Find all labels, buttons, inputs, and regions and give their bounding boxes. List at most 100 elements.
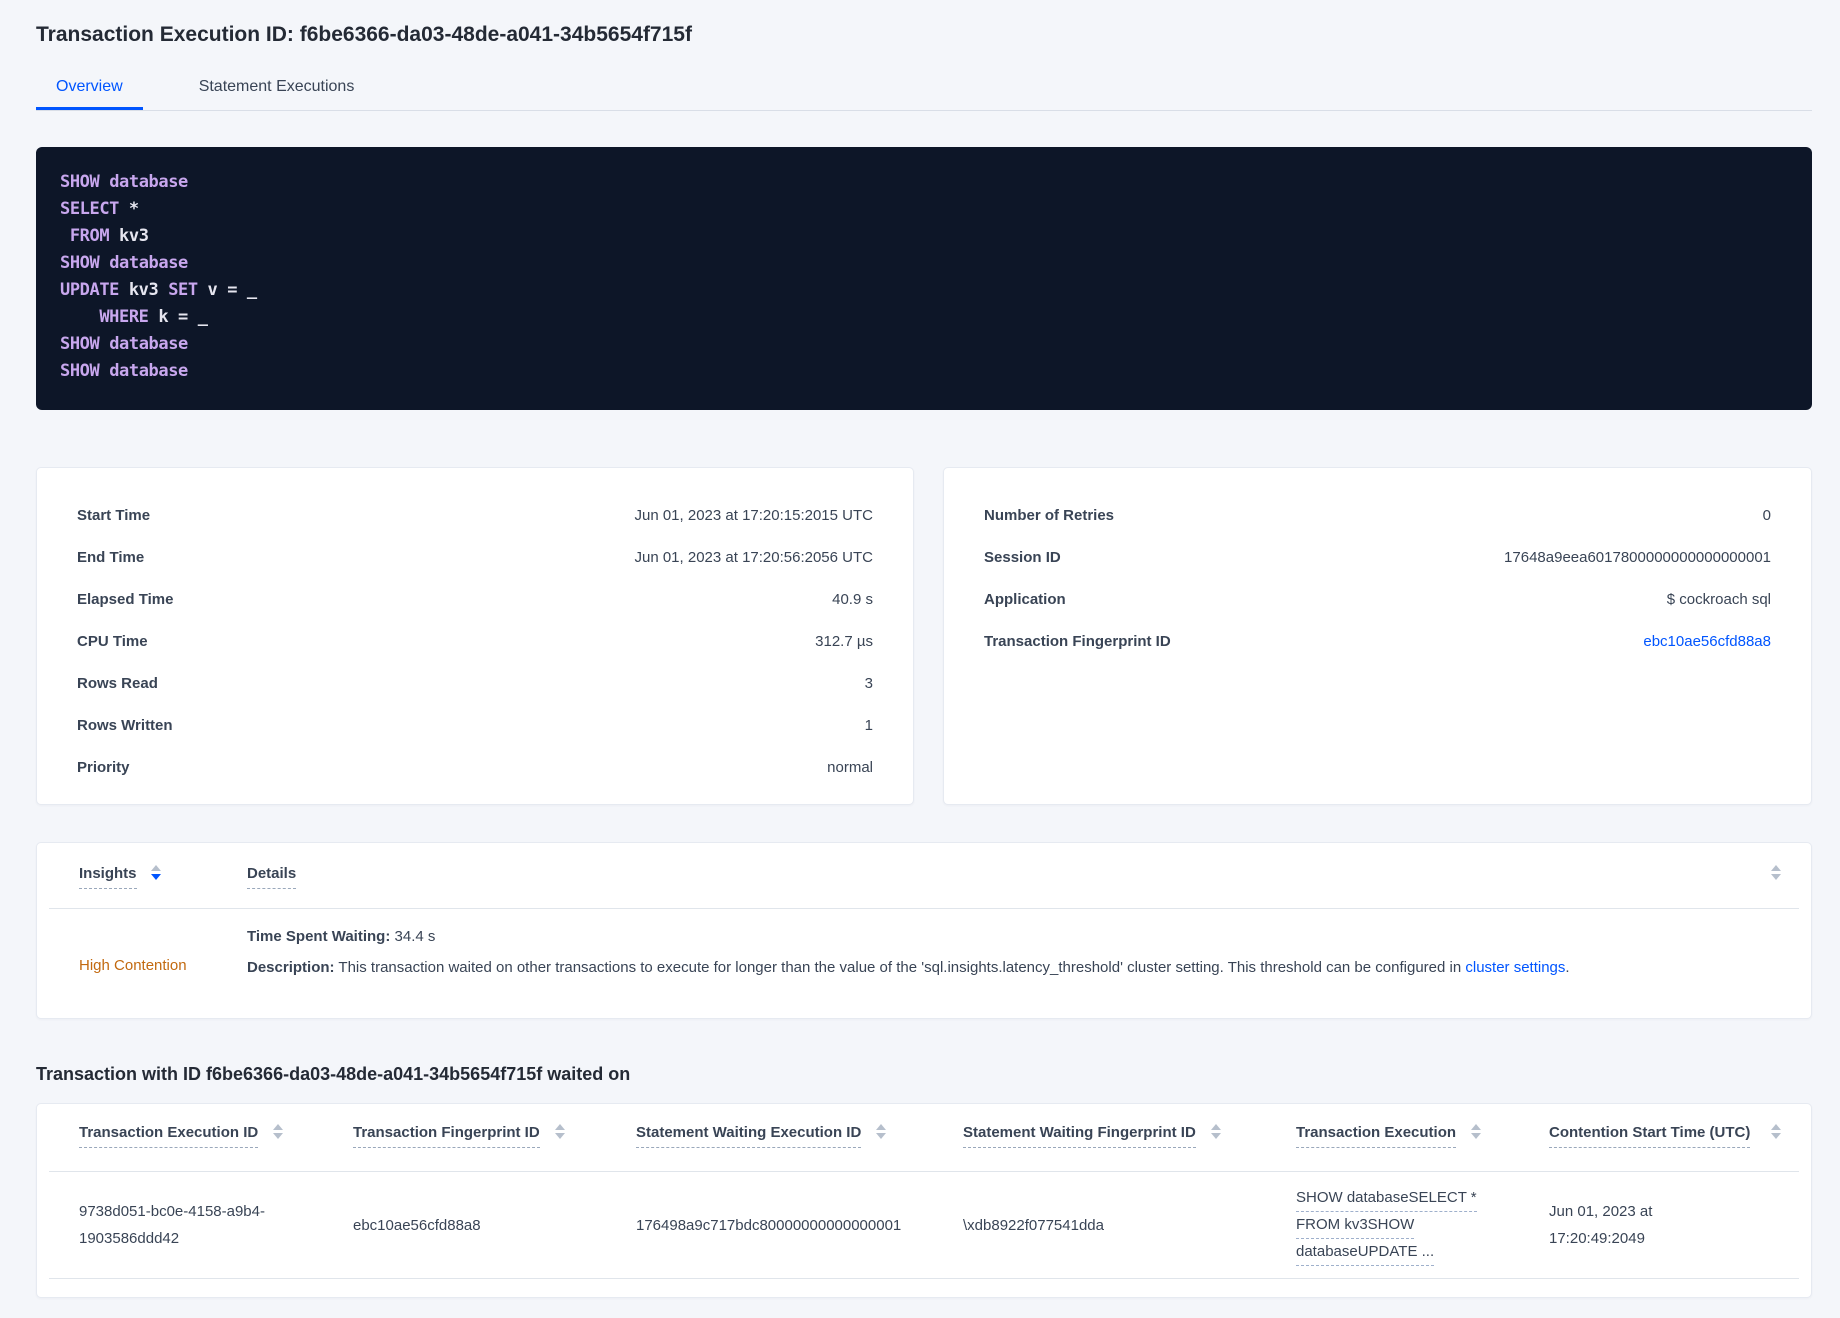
sort-up-icon xyxy=(273,1124,284,1130)
cell-transaction-fingerprint-id: ebc10ae56cfd88a8 xyxy=(353,1216,481,1234)
transaction-execution-link[interactable]: databaseUPDATE ... xyxy=(1296,1239,1435,1266)
waited-on-table-header: Transaction Execution ID Transaction Fin… xyxy=(37,1104,1811,1171)
details-column-header[interactable]: Details xyxy=(247,865,297,889)
insights-table-header: Insights Details xyxy=(37,843,1811,908)
col-statement-waiting-fingerprint-id[interactable]: Statement Waiting Fingerprint ID xyxy=(963,1124,1196,1148)
summary-value: $ cockroach sql xyxy=(1666,590,1771,608)
sort-icon[interactable] xyxy=(554,1124,565,1139)
tab-bar: Overview Statement Executions xyxy=(36,68,1812,111)
sort-up-icon xyxy=(150,865,161,871)
page-title: Transaction Execution ID: f6be6366-da03-… xyxy=(36,23,692,46)
insights-table: Insights Details High Contention Time S xyxy=(36,842,1812,1019)
sort-up-icon xyxy=(554,1124,565,1130)
sort-up-icon xyxy=(1210,1124,1221,1130)
table-row: 9738d051-bc0e-4158-a9b4-1903586ddd42 ebc… xyxy=(37,1172,1811,1278)
sql-line: FROM kv3 xyxy=(69,226,149,246)
transaction-times-card: Start Time Jun 01, 2023 at 17:20:15:2015 … xyxy=(36,467,914,805)
cluster-settings-link[interactable]: cluster settings xyxy=(1465,959,1566,976)
summary-row: Rows Written 1 xyxy=(77,704,873,746)
transaction-meta-card: Number of Retries 0 Session ID 17648a9eea60… xyxy=(943,467,1812,805)
summary-label: Application xyxy=(984,590,1066,608)
summary-value: normal xyxy=(827,758,873,776)
sort-down-icon xyxy=(554,1133,565,1139)
description-suffix: . xyxy=(1565,959,1570,976)
divider xyxy=(49,1171,1799,1172)
insight-type-label: High Contention xyxy=(79,957,187,974)
waited-on-table: Transaction Execution ID Transaction Fin… xyxy=(36,1103,1812,1298)
sql-line: SHOW database xyxy=(60,334,188,354)
sql-line: SHOW database xyxy=(60,361,188,381)
divider xyxy=(49,1278,1799,1279)
summary-row: Elapsed Time 40.9 s xyxy=(77,578,873,620)
tab-statement-executions[interactable]: Statement Executions xyxy=(198,78,355,95)
summary-row: Start Time Jun 01, 2023 at 17:20:15:2015 … xyxy=(77,494,873,536)
sort-up-icon xyxy=(1771,1124,1781,1130)
summary-value: 1 xyxy=(864,716,873,734)
summary-label: Priority xyxy=(77,758,130,776)
col-statement-waiting-execution-id[interactable]: Statement Waiting Execution ID xyxy=(636,1124,862,1148)
summary-label: Elapsed Time xyxy=(77,590,174,608)
summary-row: Session ID 17648a9eea60178000000000000000… xyxy=(984,536,1771,578)
summary-value: Jun 01, 2023 at 17:20:56:2056 UTC xyxy=(634,548,873,566)
transaction-fingerprint-link[interactable]: ebc10ae56cfd88a8 xyxy=(1643,632,1771,650)
col-transaction-fingerprint-id[interactable]: Transaction Fingerprint ID xyxy=(353,1124,540,1148)
summary-row: End Time Jun 01, 2023 at 17:20:56:2056 UT… xyxy=(77,536,873,578)
cell-statement-waiting-fingerprint-id: \xdb8922f077541dda xyxy=(963,1216,1104,1234)
summary-value: 40.9 s xyxy=(832,590,873,608)
summary-value: 312.7 µs xyxy=(815,632,873,650)
summary-row: Application $ cockroach sql xyxy=(984,578,1771,620)
sort-icon[interactable] xyxy=(876,1124,887,1139)
insight-description: Description: This transaction waited on … xyxy=(247,952,1781,983)
sort-icon[interactable] xyxy=(1471,1124,1482,1139)
col-transaction-execution[interactable]: Transaction Execution xyxy=(1296,1124,1457,1148)
cell-transaction-execution-id: 9738d051-bc0e-4158-a9b4-1903586ddd42 xyxy=(79,1203,265,1247)
summary-row: Transaction Fingerprint ID ebc10ae56cfd88… xyxy=(984,620,1771,662)
sort-down-icon xyxy=(1471,1133,1482,1139)
summary-label: Rows Read xyxy=(77,674,158,692)
sort-icon[interactable] xyxy=(1771,865,1781,880)
summary-row: Number of Retries 0 xyxy=(984,494,1771,536)
sort-up-icon xyxy=(876,1124,887,1130)
sort-down-icon xyxy=(273,1133,284,1139)
tab-overview[interactable]: Overview xyxy=(36,68,143,110)
sort-icon[interactable] xyxy=(273,1124,284,1139)
summary-row: CPU Time 312.7 µs xyxy=(77,620,873,662)
waiting-value: 34.4 s xyxy=(390,928,436,945)
summary-value: 0 xyxy=(1762,506,1771,524)
sort-down-icon xyxy=(1771,874,1781,880)
summary-label: Start Time xyxy=(77,506,151,524)
sort-icon[interactable] xyxy=(1210,1124,1221,1139)
summary-label: Transaction Fingerprint ID xyxy=(984,632,1171,650)
insights-column-header[interactable]: Insights xyxy=(79,865,137,889)
description-label: Description: xyxy=(247,959,335,976)
waited-on-heading: Transaction with ID f6be6366-da03-48de-a… xyxy=(36,1064,631,1084)
summary-label: Number of Retries xyxy=(984,506,1115,524)
sort-down-icon xyxy=(876,1133,887,1139)
summary-label: Rows Written xyxy=(77,716,173,734)
sql-line: SELECT * xyxy=(60,199,139,219)
transaction-execution-link[interactable]: FROM kv3SHOW xyxy=(1296,1212,1415,1239)
sort-down-icon xyxy=(150,874,161,880)
sort-icon[interactable] xyxy=(1771,1124,1781,1139)
summary-value: 3 xyxy=(864,674,873,692)
sort-up-icon xyxy=(1771,865,1781,871)
waiting-label: Time Spent Waiting: xyxy=(247,928,391,945)
summary-row: Rows Read 3 xyxy=(77,662,873,704)
cell-statement-waiting-execution-id: 176498a9c717bdc80000000000000001 xyxy=(636,1216,902,1234)
cell-transaction-execution: SHOW databaseSELECT * FROM kv3SHOW datab… xyxy=(1296,1185,1549,1266)
col-transaction-execution-id[interactable]: Transaction Execution ID xyxy=(79,1124,259,1148)
sort-icon-insights[interactable] xyxy=(150,865,161,880)
sort-up-icon xyxy=(1471,1124,1482,1130)
summary-label: End Time xyxy=(77,548,145,566)
sql-line: SHOW database xyxy=(60,253,188,273)
time-spent-waiting: Time Spent Waiting: 34.4 s xyxy=(247,921,1781,952)
divider xyxy=(49,908,1799,909)
col-contention-start-time[interactable]: Contention Start Time (UTC) xyxy=(1549,1124,1751,1148)
sql-statements-box: SHOW database SELECT * FROM kv3 SHOW datab… xyxy=(36,147,1812,410)
summary-cards-row: Start Time Jun 01, 2023 at 17:20:15:2015 … xyxy=(36,467,1812,805)
transaction-execution-link[interactable]: SHOW databaseSELECT * xyxy=(1296,1185,1477,1212)
sql-line: SHOW database xyxy=(60,172,188,192)
summary-value: 17648a9eea6017800000000000000001 xyxy=(1504,548,1771,566)
cell-contention-start-time: Jun 01, 2023 at 17:20:49:2049 xyxy=(1549,1203,1653,1247)
